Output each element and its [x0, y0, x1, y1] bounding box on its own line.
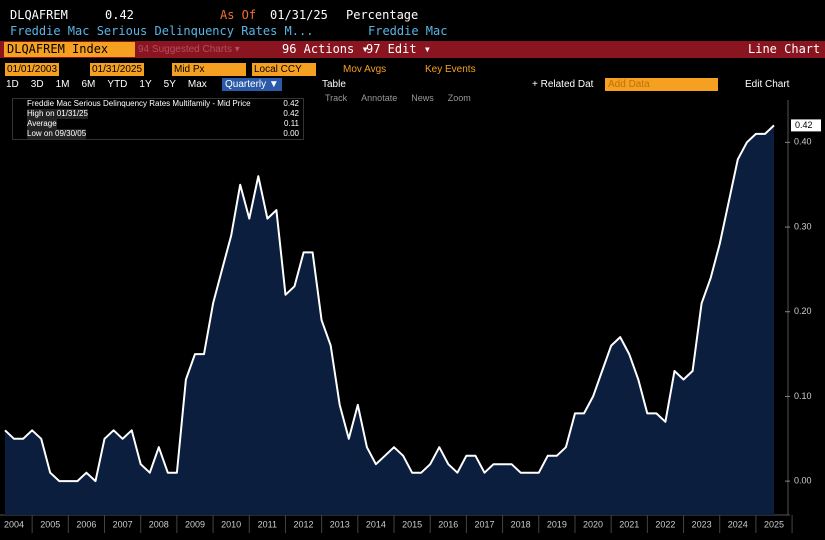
x-tick-label: 2022	[655, 519, 675, 529]
last: 0.42	[105, 8, 134, 22]
legend-label: High on 01/31/25	[27, 109, 88, 119]
units: Percentage	[346, 8, 419, 22]
x-tick-label: 2010	[221, 519, 241, 529]
mov-avgs[interactable]: Mov Avgs	[343, 64, 387, 75]
y-tick-label: 0.30	[794, 221, 812, 231]
legend-row: Freddie Mac Serious Delinquency Rates Mu…	[13, 99, 303, 109]
suggested[interactable]: 94 Suggested Charts ▾	[138, 44, 240, 55]
x-tick-label: 2005	[40, 519, 60, 529]
y-tick-label: 0.10	[794, 391, 812, 401]
range-button[interactable]: 5Y	[163, 79, 176, 90]
table[interactable]: Table	[322, 79, 346, 90]
x-tick-label: 2025	[764, 519, 784, 529]
last-value-box	[791, 119, 821, 132]
y-tick-label: 0.40	[794, 137, 812, 147]
currency[interactable]: Local CCY	[252, 63, 316, 76]
legend: Freddie Mac Serious Delinquency Rates Mu…	[12, 98, 304, 140]
range-buttons: 1D 3D 1M 6M YTD 1Y 5Y Max	[6, 78, 207, 91]
legend-value: 0.42	[283, 109, 299, 118]
security[interactable]: DLQAFREM Index	[4, 42, 135, 57]
edit[interactable]: 97 Edit ▾	[366, 42, 432, 56]
x-tick-label: 2013	[330, 519, 350, 529]
last-value-label: 0.42	[795, 120, 813, 130]
as-of-date: 01/31/25	[270, 8, 328, 22]
related[interactable]: + Related Dat	[532, 79, 594, 90]
x-tick-label: 2016	[438, 519, 458, 529]
price[interactable]: Mid Px	[172, 63, 246, 76]
y-tick-label: 0.20	[794, 306, 812, 316]
legend-value: 0.11	[284, 119, 299, 128]
x-tick-label: 2023	[692, 519, 712, 529]
range-button[interactable]: 1M	[55, 79, 70, 90]
y-tick-label: 0.00	[794, 475, 812, 485]
x-tick-label: 2008	[149, 519, 169, 529]
ticker: DLQAFREM	[10, 8, 68, 22]
x-tick-label: 2021	[619, 519, 639, 529]
tool[interactable]: News	[411, 93, 434, 103]
range-button[interactable]: 1Y	[139, 79, 152, 90]
end-date[interactable]: 01/31/2025	[90, 63, 145, 76]
x-tick-label: 2024	[728, 519, 748, 529]
edit-chart[interactable]: Edit Chart	[745, 79, 790, 90]
x-tick-label: 2006	[76, 519, 96, 529]
period[interactable]: Quarterly ▼	[222, 78, 282, 91]
legend-label: Low on 09/30/05	[27, 129, 87, 139]
legend-label: Average	[27, 119, 57, 129]
start-date[interactable]: 01/01/2003	[5, 63, 60, 76]
x-tick-label: 2004	[4, 519, 24, 529]
range-button[interactable]: Max	[187, 79, 207, 90]
x-tick-label: 2015	[402, 519, 422, 529]
x-tick-label: 2019	[547, 519, 567, 529]
x-tick-label: 2018	[511, 519, 531, 529]
description: Freddie Mac Serious Delinquency Rates M.…	[10, 24, 314, 38]
x-tick-label: 2011	[258, 519, 277, 529]
key-events[interactable]: Key Events	[425, 64, 476, 75]
toolbar	[0, 41, 825, 58]
range-button[interactable]: 6M	[81, 79, 96, 90]
tools: Track Annotate News Zoom	[325, 92, 471, 105]
range-button[interactable]: 1D	[6, 79, 19, 90]
tool[interactable]: Track	[325, 93, 348, 103]
area	[5, 125, 774, 516]
tool[interactable]: Zoom	[447, 93, 471, 103]
range-button[interactable]: 3D	[30, 79, 44, 90]
tool[interactable]: Annotate	[361, 93, 398, 103]
legend-row: Low on 09/30/05 0.00	[13, 129, 303, 139]
legend-value: 0.42	[283, 99, 299, 108]
legend-label: Freddie Mac Serious Delinquency Rates Mu…	[27, 99, 251, 108]
x-tick-label: 2020	[583, 519, 603, 529]
legend-value: 0.00	[283, 129, 299, 138]
actions[interactable]: 96 Actions ▾	[282, 42, 369, 56]
view[interactable]: Line Chart	[748, 42, 821, 56]
x-tick-label: 2012	[294, 519, 314, 529]
as-of: As Of	[220, 8, 257, 22]
source: Freddie Mac	[368, 24, 448, 38]
x-tick-label: 2007	[113, 519, 133, 529]
add-data[interactable]: Add Data	[605, 78, 718, 91]
x-tick-label: 2009	[185, 519, 205, 529]
x-tick-label: 2014	[366, 519, 386, 529]
legend-row: Average 0.11	[13, 119, 303, 129]
x-tick-label: 2017	[474, 519, 494, 529]
legend-row: High on 01/31/25 0.42	[13, 109, 303, 119]
range-button[interactable]: YTD	[107, 79, 128, 90]
line	[4, 124, 775, 483]
